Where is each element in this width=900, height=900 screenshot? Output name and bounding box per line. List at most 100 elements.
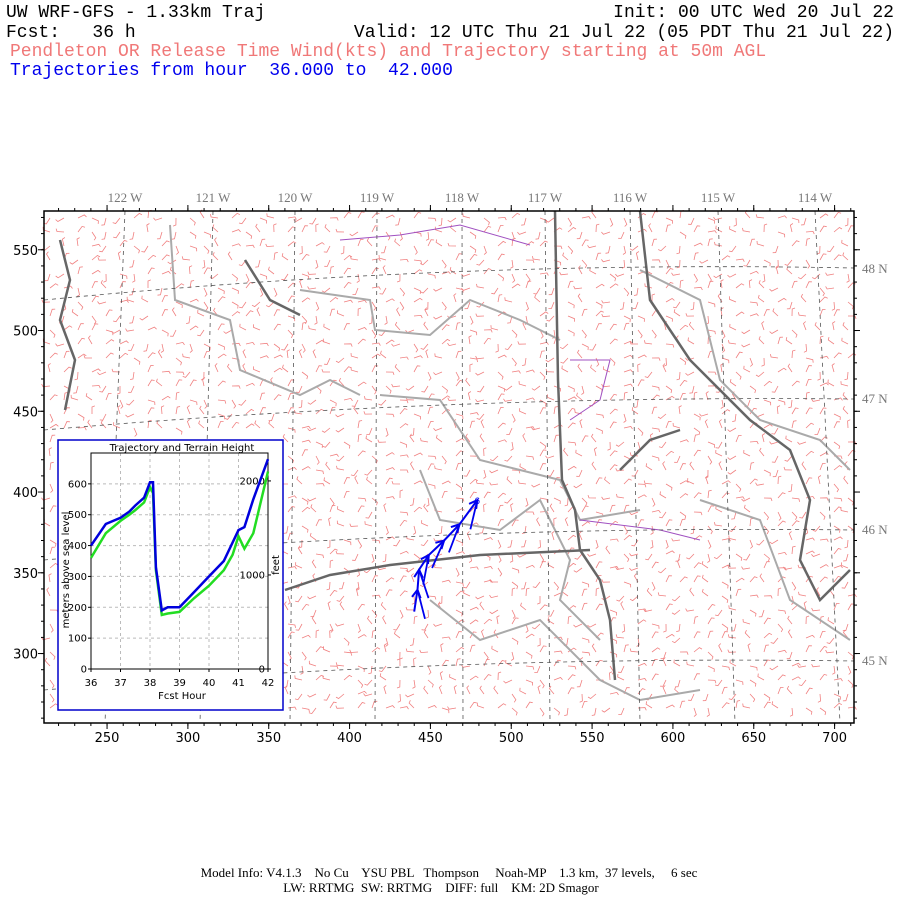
wind-barb [672,422,681,429]
wind-barb [811,553,821,557]
wind-barb [665,633,675,639]
wind-barb [805,281,813,289]
wind-barb [49,483,54,493]
wind-barb [231,212,241,219]
wind-barb [685,608,695,612]
wind-barb [259,342,269,347]
wind-barb [693,511,703,516]
wind-barb [567,315,575,322]
wind-barb [651,455,660,462]
wind-barb [91,243,101,247]
wind-barb [301,254,310,261]
wind-barb [455,322,461,331]
wind-barb [637,619,647,625]
wind-barb [287,427,296,433]
wind-barb [609,450,618,457]
wind-barb [385,371,395,376]
wind-barb [844,217,849,227]
boundary [299,289,561,341]
wind-barb [475,371,485,376]
wind-barb [678,405,682,415]
wind-barb [763,632,773,639]
wind-barb [693,631,701,639]
wind-barb [707,489,712,499]
wind-barb [455,350,462,359]
wind-barb [587,623,597,628]
wind-barb [743,449,751,457]
wind-barb [393,539,401,547]
wind-barb [595,413,604,419]
wind-barb [156,378,163,387]
wind-barb [413,365,421,373]
wind-barb [70,394,79,401]
wind-barb [601,259,611,263]
wind-barb [688,321,695,331]
wind-barb [631,469,639,477]
wind-barb [335,228,345,233]
wind-barb [385,496,395,500]
wind-barb [833,536,843,541]
wind-barb [357,634,367,639]
wind-barb [463,581,471,589]
wind-barb [679,651,689,655]
wind-barb [385,577,395,583]
wind-barb [623,322,630,331]
wind-barb [593,447,598,457]
wind-barb [465,433,471,443]
trajectory: 6 [411,497,480,620]
wind-barb [273,252,278,261]
wind-barb [227,251,233,261]
wind-barb [841,239,849,247]
wind-barb [519,463,527,471]
wind-barb [721,595,729,603]
wind-barb [595,283,605,289]
wind-barb [721,255,731,261]
wind-barb [259,392,266,401]
wind-barb [469,420,476,429]
wind-barb [77,301,84,310]
wind-barb [463,590,471,597]
wind-barb [559,272,569,276]
wind-barb [231,243,241,247]
wind-barb [819,511,826,520]
wind-barb [175,427,183,435]
wind-barb [203,267,211,275]
wind-barb [483,618,493,625]
wind-barb [143,343,149,352]
wind-barb [449,267,457,275]
wind-barb [343,343,353,347]
wind-barb [539,463,546,471]
wind-barb [335,550,345,555]
wind-barb [147,279,151,288]
wind-barb [238,217,247,225]
wind-barb [315,519,323,527]
wind-barb [238,259,247,267]
wind-barb [493,629,499,639]
wind-barb [469,231,477,239]
wind-barb [573,567,583,573]
wind-barb [189,379,197,387]
wind-barb [371,647,381,653]
wind-barb [396,273,401,283]
wind-barb [539,511,549,515]
wind-barb [287,495,297,499]
wind-barb [326,539,331,549]
wind-barb [777,231,786,238]
wind-barb [203,245,210,254]
wind-barb [727,565,737,569]
wind-barb [103,273,107,283]
wind-barb [378,399,387,406]
y-tick-label: 500 [68,510,87,521]
wind-barb [825,649,835,654]
wind-barb [282,364,289,373]
wind-barb [301,603,310,611]
wind-barb [718,643,723,653]
wind-barb [49,679,55,689]
wind-barb [618,707,625,715]
boundary [639,269,851,471]
wind-barb [397,693,401,703]
wind-barb [371,385,377,395]
wind-barb [469,254,478,261]
wind-barb [287,651,292,661]
wind-barb [805,477,813,485]
